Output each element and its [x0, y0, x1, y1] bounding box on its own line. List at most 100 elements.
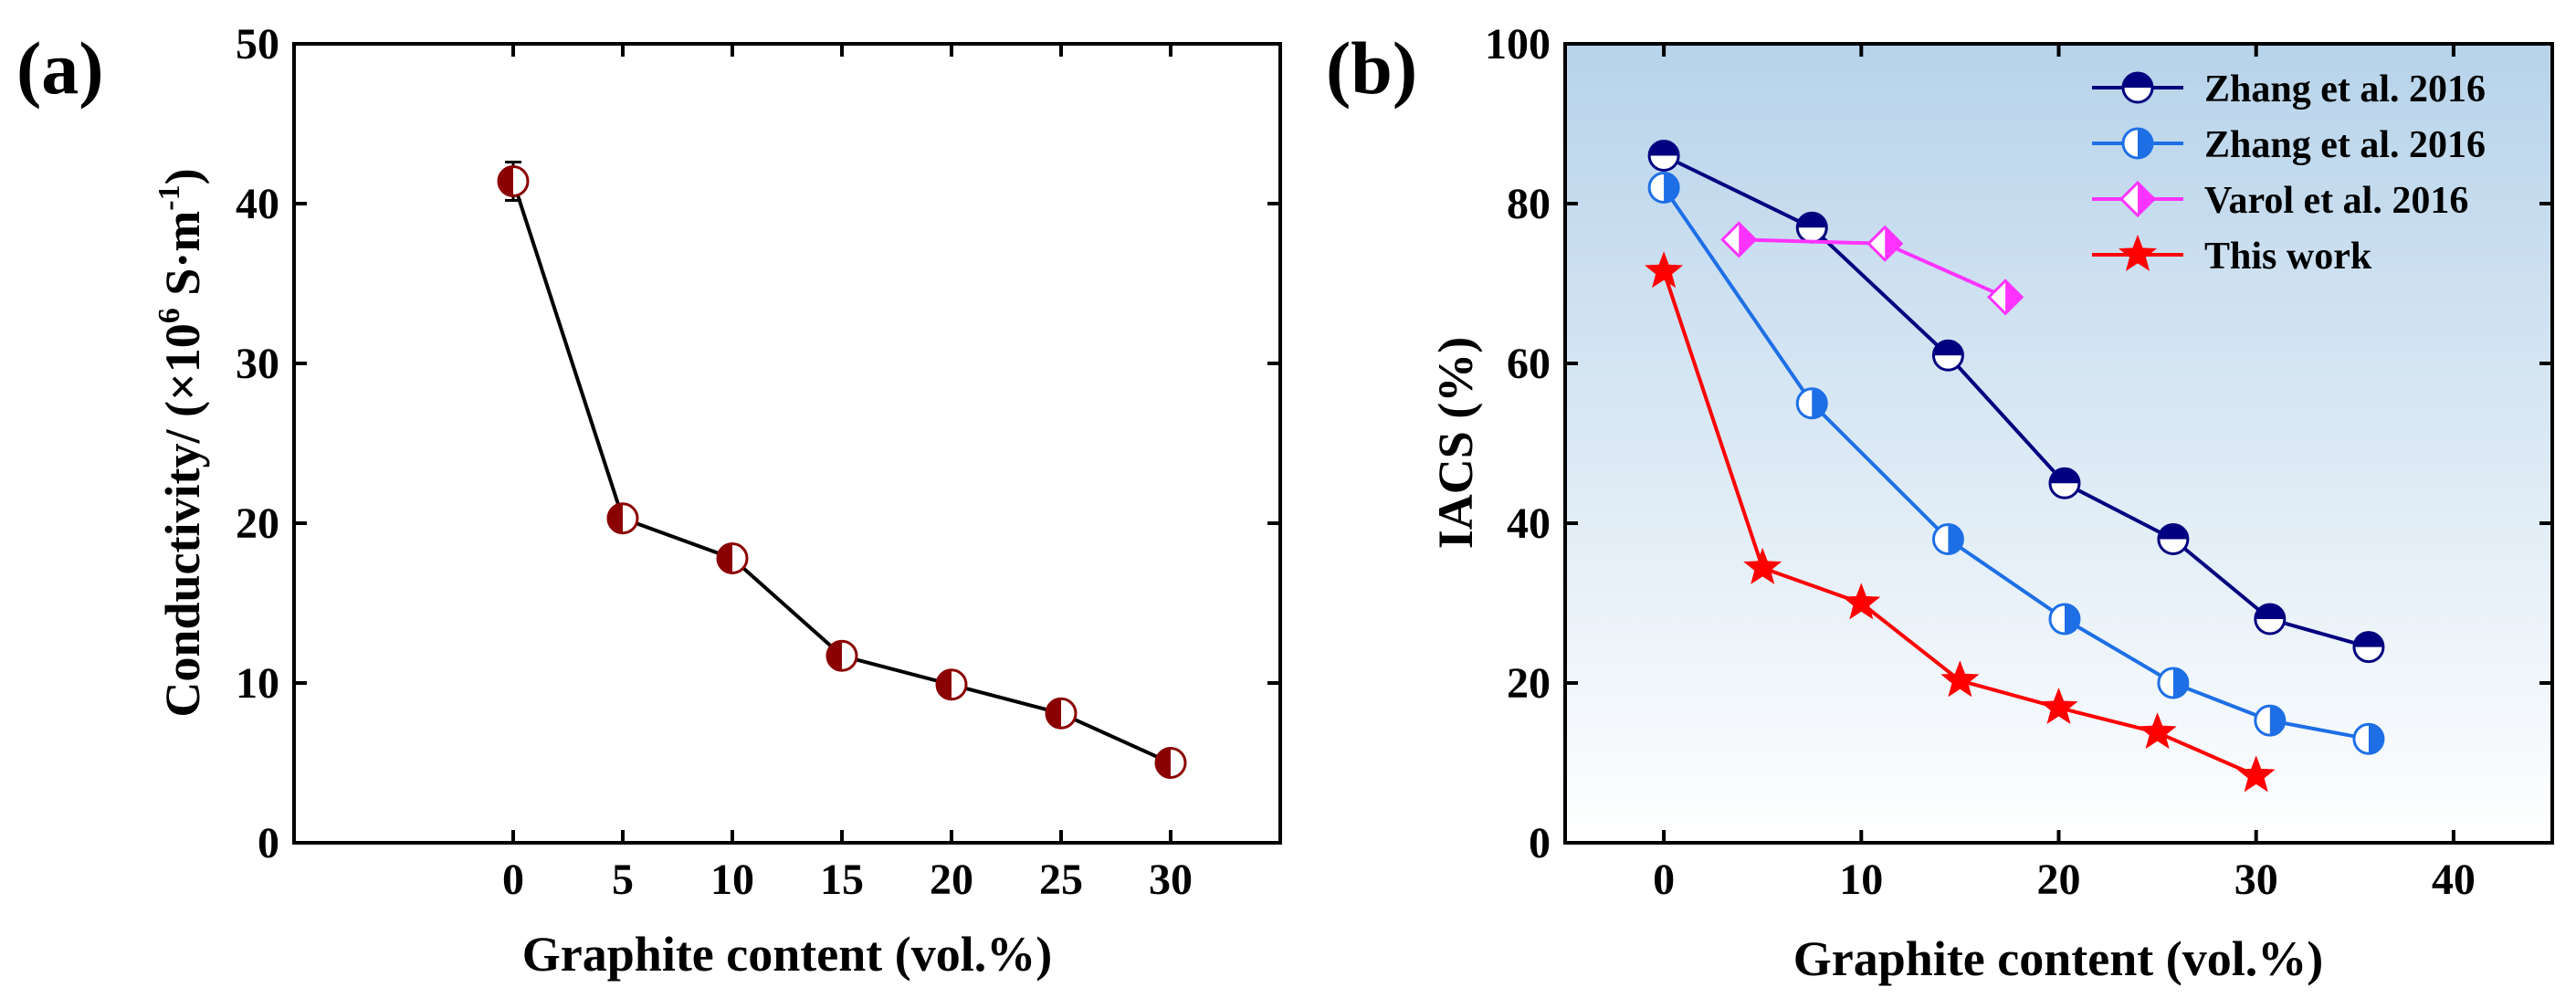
- x-tick-label-0-1: 5: [612, 856, 634, 904]
- data-point-1-0-2-fill: [1933, 341, 1963, 356]
- data-point-1-0-4-outline: [2157, 523, 2190, 555]
- data-point-1-1-2: [1931, 523, 1964, 555]
- data-point-0-0-1-outline: [606, 502, 639, 535]
- data-point-0-0-3-outline: [825, 639, 858, 672]
- chart-a: (a) 0 5 10 15 20 25 30 0 10 20 30 40 50 Graphite con…: [16, 20, 1282, 982]
- data-point-1-2-0: [1720, 221, 1758, 258]
- data-point-1-0-0: [1647, 140, 1680, 172]
- y-tick-label-0-0: 0: [258, 819, 279, 867]
- data-point-0-0-6: [1154, 747, 1187, 779]
- data-point-1-3-4: [2039, 687, 2078, 725]
- axes-a: 0 5 10 15 20 25 30 0 10 20 30 40 50: [236, 20, 1280, 904]
- data-point-1-3-2: [1842, 583, 1881, 620]
- data-point-1-3-3: [1940, 660, 1980, 698]
- data-point-1-1-5: [2254, 704, 2287, 737]
- data-point-0-0-1: [606, 502, 639, 535]
- data-point-1-1-5-outline: [2254, 704, 2287, 737]
- y-axis-label-a-sup1: 6: [152, 308, 186, 323]
- x-tick-label-0-5: 25: [1039, 856, 1083, 904]
- data-point-1-3-0: [1645, 251, 1684, 289]
- panel-label-b: (b): [1326, 26, 1417, 110]
- data-point-0-0-5: [1045, 697, 1078, 730]
- data-point-1-0-1-fill: [1797, 213, 1827, 228]
- data-point-1-0-5-fill: [2255, 604, 2285, 619]
- plot-content-a: [497, 161, 1187, 779]
- legend-marker-0-outline: [2121, 71, 2154, 104]
- data-point-0-0-0: [497, 165, 530, 197]
- data-point-1-2-2-outline: [1987, 278, 2024, 316]
- data-point-1-1-1: [1795, 387, 1828, 420]
- legend-label-3: This work: [2204, 236, 2372, 278]
- data-point-1-0-3-fill: [2049, 468, 2079, 484]
- plot-content-b: [1645, 140, 2385, 793]
- y-tick-label-1-3: 60: [1507, 340, 1551, 388]
- legend-label-2: Varol et al. 2016: [2204, 180, 2468, 222]
- data-point-0-0-6-outline: [1154, 747, 1187, 779]
- axes-b: 0 10 20 30 40 0 20 40 60 80 100: [1485, 20, 2552, 904]
- data-point-0-0-4-outline: [935, 668, 968, 701]
- data-point-1-0-6-fill: [2353, 632, 2383, 647]
- y-tick-label-0-5: 50: [236, 20, 279, 68]
- data-point-1-0-0-outline: [1647, 140, 1680, 172]
- x-tick-label-0-4: 20: [930, 856, 973, 904]
- x-axis-label-b: Graphite content (vol.%): [1793, 931, 2323, 986]
- data-point-1-2-0-outline: [1720, 221, 1758, 258]
- y-axis-label-a-sup2: -1: [152, 184, 186, 210]
- legend-marker-1-outline: [2121, 127, 2154, 160]
- data-point-0-0-0-outline: [497, 165, 530, 197]
- x-tick-label-1-0: 0: [1653, 856, 1675, 904]
- data-point-1-1-3-fill: [2064, 604, 2079, 634]
- data-point-0-0-0-fill: [499, 166, 513, 196]
- x-tick-label-0-6: 30: [1149, 856, 1193, 904]
- data-point-1-2-0-fill: [1739, 223, 1756, 257]
- data-point-0-0-5-outline: [1045, 697, 1078, 730]
- data-point-1-0-0-fill: [1649, 141, 1679, 156]
- data-point-1-1-0-fill: [1664, 173, 1679, 203]
- data-point-1-3-5: [2138, 712, 2177, 750]
- plot-frame-a: [292, 42, 1282, 845]
- data-point-1-0-4-fill: [2158, 524, 2188, 540]
- data-point-0-0-5-fill: [1046, 699, 1061, 729]
- y-tick-label-1-2: 40: [1507, 499, 1551, 548]
- x-tick-label-0-3: 15: [820, 856, 864, 904]
- data-point-1-1-0: [1647, 172, 1680, 204]
- x-tick-label-1-1: 10: [1839, 856, 1883, 904]
- data-point-0-0-4: [935, 668, 968, 701]
- data-point-1-2-2: [1987, 278, 2024, 316]
- data-point-1-1-4-fill: [2172, 668, 2188, 698]
- data-point-1-1-2-outline: [1931, 523, 1964, 555]
- data-point-1-2-1-fill: [1885, 226, 1902, 260]
- legend-marker-3: [2118, 234, 2158, 271]
- y-tick-label-1-1: 20: [1507, 659, 1551, 708]
- data-point-1-1-2-fill: [1948, 524, 1963, 554]
- legend-marker-0: [2121, 71, 2154, 104]
- data-point-0-0-3: [825, 639, 858, 672]
- data-point-0-0-2: [716, 542, 749, 574]
- plot-area-a: [294, 44, 1280, 843]
- legend-marker-2-fill: [2138, 183, 2154, 215]
- data-point-0-0-3-fill: [827, 641, 842, 671]
- data-point-1-0-2-outline: [1931, 339, 1964, 372]
- legend-marker-1-fill: [2138, 129, 2152, 158]
- x-tick-label-1-4: 40: [2432, 856, 2476, 904]
- y-tick-label-0-4: 40: [236, 180, 279, 228]
- data-point-0-0-2-fill: [718, 543, 732, 573]
- x-axis-label-a: Graphite content (vol.%): [522, 927, 1052, 982]
- data-point-1-1-3-outline: [2048, 603, 2081, 636]
- y-tick-label-0-3: 30: [236, 340, 279, 388]
- data-point-0-0-4-fill: [937, 669, 952, 699]
- legend-marker-2-outline: [2119, 180, 2157, 218]
- data-point-1-1-6-fill: [2368, 724, 2383, 754]
- data-point-1-2-1: [1866, 225, 1904, 262]
- legend-marker-2: [2119, 180, 2157, 218]
- data-point-0-0-6-fill: [1156, 748, 1171, 778]
- y-tick-label-1-5: 100: [1485, 20, 1551, 68]
- chart-b: (b) 0 10 20 30 40 0 20 40 60 80 100 Zhang et al. 2…: [1326, 20, 2554, 986]
- data-point-1-1-6: [2352, 722, 2385, 755]
- y-axis-label-a-suffix: ): [155, 168, 210, 184]
- y-tick-label-0-2: 20: [236, 499, 279, 548]
- data-point-1-0-2: [1931, 339, 1964, 372]
- data-point-1-0-5-outline: [2254, 603, 2287, 636]
- data-point-1-1-6-outline: [2352, 722, 2385, 755]
